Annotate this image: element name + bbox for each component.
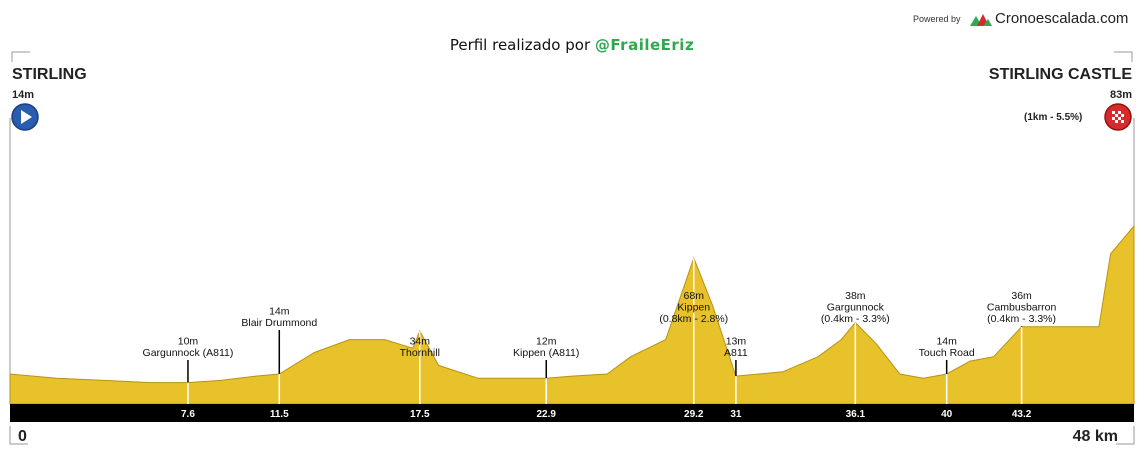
finish-altitude: 83m — [1109, 89, 1132, 101]
credit-prefix: Perfil realizado por — [449, 36, 591, 54]
waypoint-name: Gargunnock (A811) — [143, 347, 234, 359]
distance-tick-label: 36.1 — [846, 409, 866, 420]
finish-location: STIRLING CASTLE — [988, 66, 1132, 83]
distance-band — [10, 404, 1134, 422]
distance-tick-label: 43.2 — [1012, 409, 1032, 420]
distance-start-label: 0 — [18, 428, 27, 445]
waypoint-name: Gargunnock — [827, 302, 885, 314]
frame-corner-top-left — [11, 51, 30, 62]
waypoint-name: Cambusbarron — [987, 302, 1057, 314]
finish-flag-icon — [1104, 103, 1132, 131]
start-location: STIRLING — [12, 66, 87, 83]
waypoint-name: A811 — [724, 347, 748, 359]
waypoint-climb: (0.8km - 2.8%) — [659, 313, 728, 325]
distance-tick-label: 22.9 — [537, 409, 557, 420]
distance-tick-label: 40 — [941, 409, 953, 420]
frame-corner-bottom-left — [9, 426, 28, 445]
waypoint-altitude: 36m — [1011, 290, 1032, 302]
waypoint-name: Blair Drummond — [241, 317, 317, 329]
distance-tick-label: 11.5 — [270, 409, 289, 420]
waypoint-name: Thornhill — [400, 347, 440, 359]
distance-end-label: 48 km — [1072, 428, 1118, 445]
waypoint-altitude: 12m — [536, 336, 557, 348]
frame-corner-bottom-right — [1116, 426, 1135, 445]
profile-credit: Perfil realizado por @FraileEriz — [0, 36, 1144, 54]
start-play-icon — [11, 103, 39, 131]
waypoint-name: Kippen (A811) — [513, 347, 579, 359]
distance-ticks: 7.6 11.5 17.5 22.9 29.2 31 36.1 40 43.2 — [181, 409, 1032, 420]
finish-climb-info: (1km - 5.5%) — [1024, 112, 1083, 123]
waypoint-name: Kippen — [677, 302, 710, 314]
distance-tick-label: 17.5 — [410, 409, 430, 420]
distance-tick-label: 7.6 — [181, 409, 195, 420]
elevation-area — [9, 224, 1135, 405]
distance-tick-label: 29.2 — [684, 409, 704, 420]
waypoint-altitude: 38m — [845, 290, 866, 302]
waypoint-climb: (0.4km - 3.3%) — [821, 313, 890, 325]
waypoint-altitude: 14m — [936, 336, 957, 348]
waypoint-altitude: 13m — [726, 336, 747, 348]
waypoint-climb: (0.4km - 3.3%) — [987, 313, 1056, 325]
waypoint-name: Touch Road — [919, 347, 975, 359]
waypoint-altitude: 14m — [269, 306, 290, 318]
frame-corner-top-right — [1114, 51, 1133, 62]
distance-tick-label: 31 — [730, 409, 742, 420]
waypoint-altitude: 10m — [178, 336, 199, 348]
brand-name: Cronoescalada.com — [995, 10, 1129, 27]
start-altitude: 14m — [12, 89, 35, 101]
waypoint-altitude: 34m — [410, 336, 431, 348]
waypoint-altitude: 68m — [684, 290, 705, 302]
mountain-logo-icon — [970, 13, 992, 26]
credit-handle[interactable]: @FraileEriz — [594, 36, 695, 54]
waypoint-lines — [187, 258, 1023, 404]
brand-logo[interactable]: Cronoescalada.com — [970, 10, 1128, 27]
powered-by-label: Powered by — [913, 14, 961, 24]
